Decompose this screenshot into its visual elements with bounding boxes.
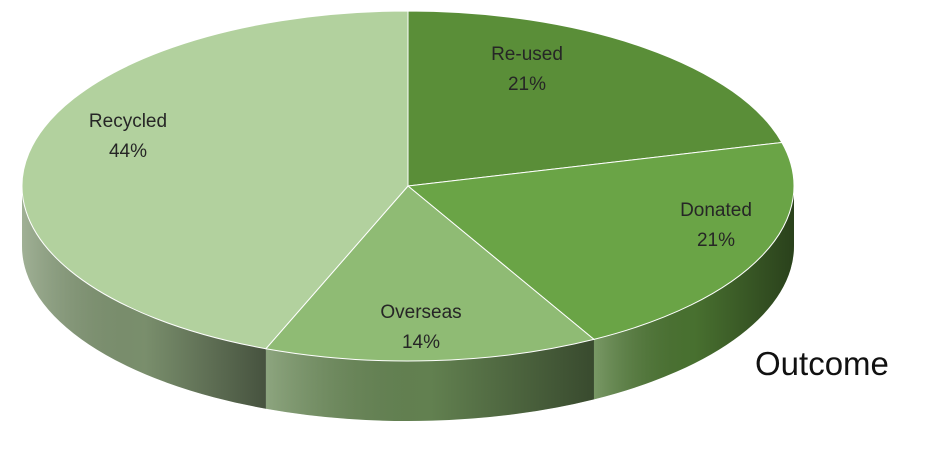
pie-sides: [22, 186, 794, 421]
slice-label-re-used: Re-used: [491, 44, 563, 65]
pie-slice-donated: [406, 141, 795, 340]
slice-percent-overseas: 14%: [402, 332, 440, 353]
pie-side-shading-overseas: [265, 339, 594, 421]
pie-tops: [21, 10, 795, 362]
slice-percent-recycled: 44%: [109, 141, 147, 162]
slice-label-recycled: Recycled: [89, 111, 167, 132]
slice-percent-donated: 21%: [697, 230, 735, 251]
legend-title: Outcome: [755, 345, 889, 382]
pie-slice-re-used: [407, 10, 783, 187]
slice-percent-re-used: 21%: [508, 74, 546, 95]
slice-label-donated: Donated: [680, 200, 752, 221]
slice-label-overseas: Overseas: [380, 302, 461, 323]
slice-labels: Re-used 21% Donated 21% Overseas 14% Recycled 4…: [89, 44, 752, 353]
pie-side-shading-donated: [593, 186, 794, 400]
pie-side-shading-recycled: [22, 186, 266, 409]
pie-slice-overseas: [264, 185, 596, 362]
pie-slice-recycled: [21, 10, 409, 350]
